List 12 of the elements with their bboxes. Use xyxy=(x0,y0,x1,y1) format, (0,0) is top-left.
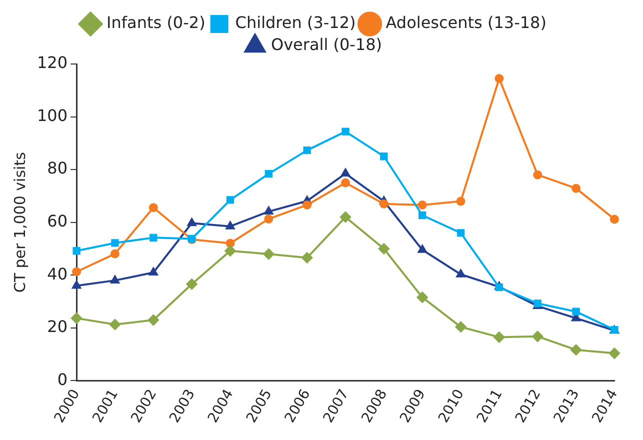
y-tick-label: 120 xyxy=(36,53,68,72)
legend-label: Adolescents (13-18) xyxy=(386,13,546,32)
y-tick-label: 40 xyxy=(47,264,68,284)
y-tick-label: 60 xyxy=(47,212,68,231)
y-tick-label: 20 xyxy=(47,317,68,336)
y-axis-title: CT per 1,000 visits xyxy=(10,152,29,293)
legend-label: Children (3-12) xyxy=(235,13,356,32)
y-tick-label: 0 xyxy=(57,370,68,389)
y-tick-label: 100 xyxy=(36,106,68,125)
y-tick-label: 80 xyxy=(47,158,68,178)
legend-label: Infants (0-2) xyxy=(106,13,206,32)
legend-label: Overall (0-18) xyxy=(270,35,382,54)
